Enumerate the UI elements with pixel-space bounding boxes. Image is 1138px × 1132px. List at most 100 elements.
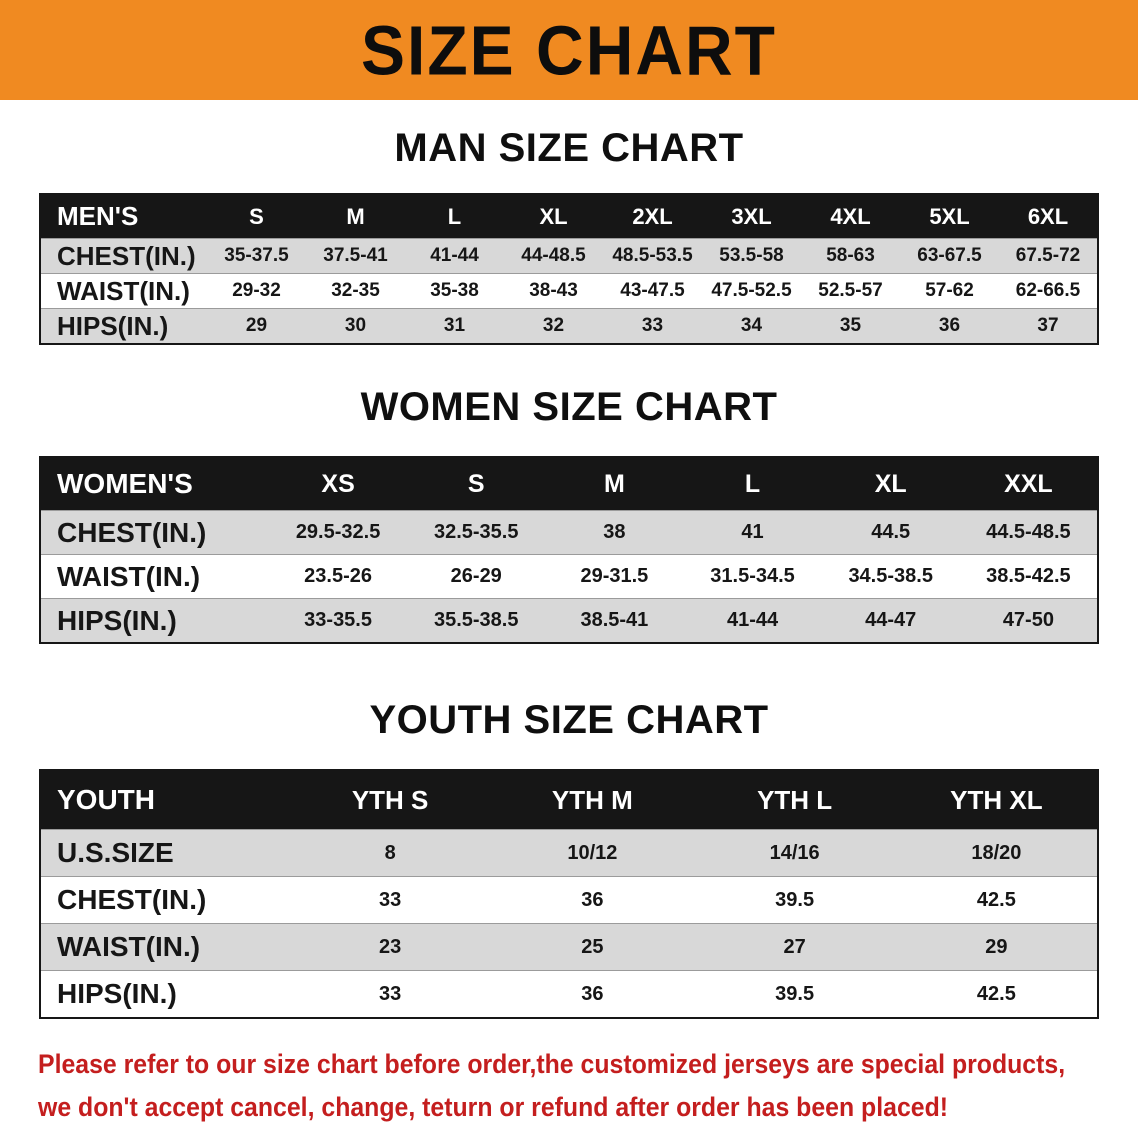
page-title: SIZE CHART (361, 10, 777, 90)
table-cell: 33 (289, 876, 492, 924)
table-cell: 14/16 (693, 829, 896, 877)
table-cell: 32.5-35.5 (407, 510, 546, 555)
column-header: 6XL (999, 194, 1098, 239)
column-header: YTH L (693, 770, 896, 830)
column-header: YTH XL (895, 770, 1098, 830)
table-cell: 38.5-41 (545, 598, 684, 643)
row-label-cell: WAIST(IN.) (40, 923, 289, 971)
women-section: WOMEN SIZE CHART WOMEN'S XS S M L XL XXL CHEST(… (0, 385, 1138, 644)
table-cell: 44-48.5 (504, 238, 603, 274)
table-cell: 37 (999, 308, 1098, 344)
table-header-row: MEN'S S M L XL 2XL 3XL 4XL 5XL 6XL (40, 194, 1098, 239)
table-row: U.S.SIZE 8 10/12 14/16 18/20 (40, 829, 1098, 877)
table-row: HIPS(IN.) 29 30 31 32 33 34 35 36 37 (40, 308, 1098, 344)
table-cell: 33 (603, 308, 702, 344)
table-cell: 23.5-26 (269, 554, 408, 599)
table-cell: 67.5-72 (999, 238, 1098, 274)
column-header: XS (269, 457, 408, 511)
table-cell: 52.5-57 (801, 273, 900, 309)
table-cell: 44.5-48.5 (959, 510, 1098, 555)
table-cell: 34 (702, 308, 801, 344)
note-line-2: we don't accept cancel, change, teturn o… (38, 1092, 949, 1122)
table-cell: 63-67.5 (900, 238, 999, 274)
table-cell: 38.5-42.5 (959, 554, 1098, 599)
table-cell: 39.5 (693, 970, 896, 1018)
table-cell: 44-47 (821, 598, 960, 643)
table-row: CHEST(IN.) 29.5-32.5 32.5-35.5 38 41 44.5 44.5… (40, 510, 1098, 555)
column-header: 4XL (801, 194, 900, 239)
table-cell: 33-35.5 (269, 598, 408, 643)
column-header: M (545, 457, 684, 511)
table-cell: 18/20 (895, 829, 1098, 877)
table-cell: 48.5-53.5 (603, 238, 702, 274)
column-header: L (405, 194, 504, 239)
table-row: WAIST(IN.) 23.5-26 26-29 29-31.5 31.5-34.5 34… (40, 554, 1098, 599)
table-cell: 62-66.5 (999, 273, 1098, 309)
table-row: WAIST(IN.) 23 25 27 29 (40, 923, 1098, 971)
table-cell: 58-63 (801, 238, 900, 274)
table-cell: 29.5-32.5 (269, 510, 408, 555)
table-cell: 57-62 (900, 273, 999, 309)
table-cell: 33 (289, 970, 492, 1018)
table-cell: 34.5-38.5 (821, 554, 960, 599)
table-cell: 43-47.5 (603, 273, 702, 309)
table-cell: 27 (693, 923, 896, 971)
table-cell: 47.5-52.5 (702, 273, 801, 309)
table-cell: 29-32 (207, 273, 306, 309)
table-cell: 42.5 (895, 970, 1098, 1018)
table-cell: 10/12 (491, 829, 694, 877)
column-header: 5XL (900, 194, 999, 239)
table-cell: 38 (545, 510, 684, 555)
table-cell: 44.5 (821, 510, 960, 555)
table-cell: 32-35 (306, 273, 405, 309)
column-header: 2XL (603, 194, 702, 239)
youth-size-table: YOUTH YTH S YTH M YTH L YTH XL U.S.SIZE 8 10/12… (39, 769, 1099, 1019)
table-cell: 41-44 (405, 238, 504, 274)
table-header-row: WOMEN'S XS S M L XL XXL (40, 457, 1098, 511)
row-label-cell: CHEST(IN.) (40, 510, 269, 555)
table-cell: 38-43 (504, 273, 603, 309)
table-cell: 47-50 (959, 598, 1098, 643)
table-cell: 32 (504, 308, 603, 344)
column-header: YTH S (289, 770, 492, 830)
table-title-cell: MEN'S (40, 194, 207, 239)
table-cell: 35 (801, 308, 900, 344)
table-cell: 26-29 (407, 554, 546, 599)
table-cell: 53.5-58 (702, 238, 801, 274)
row-label-cell: CHEST(IN.) (40, 238, 207, 274)
youth-section-heading: YOUTH SIZE CHART (369, 698, 769, 742)
table-cell: 36 (491, 876, 694, 924)
column-header: 3XL (702, 194, 801, 239)
table-header-row: YOUTH YTH S YTH M YTH L YTH XL (40, 770, 1098, 830)
column-header: YTH M (491, 770, 694, 830)
column-header: L (683, 457, 822, 511)
column-header: S (207, 194, 306, 239)
column-header: XL (821, 457, 960, 511)
table-cell: 29 (207, 308, 306, 344)
table-cell: 39.5 (693, 876, 896, 924)
row-label-cell: HIPS(IN.) (40, 598, 269, 643)
table-row: HIPS(IN.) 33 36 39.5 42.5 (40, 970, 1098, 1018)
table-cell: 35-38 (405, 273, 504, 309)
table-cell: 23 (289, 923, 492, 971)
women-size-table: WOMEN'S XS S M L XL XXL CHEST(IN.) 29.5-32.5 32.5… (39, 456, 1099, 644)
table-row: HIPS(IN.) 33-35.5 35.5-38.5 38.5-41 41-44 44-… (40, 598, 1098, 643)
table-cell: 36 (491, 970, 694, 1018)
column-header: S (407, 457, 546, 511)
table-cell: 41 (683, 510, 822, 555)
table-row: CHEST(IN.) 33 36 39.5 42.5 (40, 876, 1098, 924)
table-title-cell: WOMEN'S (40, 457, 269, 511)
footer-note: Please refer to our size chart before or… (38, 1049, 1138, 1123)
row-label-cell: HIPS(IN.) (40, 308, 207, 344)
table-cell: 29-31.5 (545, 554, 684, 599)
column-header: XXL (959, 457, 1098, 511)
table-cell: 35.5-38.5 (407, 598, 546, 643)
table-cell: 31.5-34.5 (683, 554, 822, 599)
banner: SIZE CHART (0, 0, 1138, 100)
table-cell: 42.5 (895, 876, 1098, 924)
table-cell: 29 (895, 923, 1098, 971)
women-section-heading: WOMEN SIZE CHART (360, 385, 778, 429)
table-row: CHEST(IN.) 35-37.5 37.5-41 41-44 44-48.5 48.5… (40, 238, 1098, 274)
youth-section: YOUTH SIZE CHART YOUTH YTH S YTH M YTH L YTH… (0, 698, 1138, 1019)
